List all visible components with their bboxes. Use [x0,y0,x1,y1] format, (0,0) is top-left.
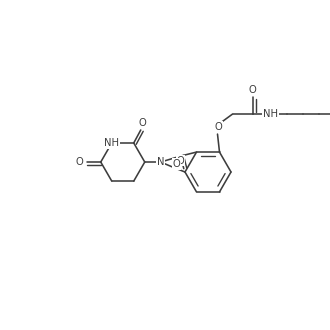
Text: O: O [214,122,222,132]
Text: NH: NH [104,138,119,148]
Text: O: O [76,157,83,167]
Text: O: O [177,156,185,166]
Text: O: O [139,118,147,128]
Text: O: O [248,85,256,95]
Text: NH: NH [263,109,278,119]
Text: N: N [157,157,164,167]
Text: O: O [173,159,181,169]
